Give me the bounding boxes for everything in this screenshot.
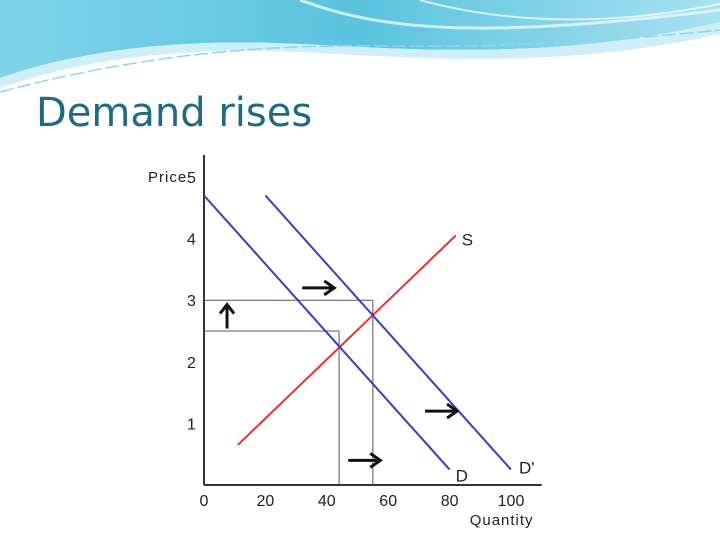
y-tick-label: 1 [187,416,196,433]
x-tick-label: 80 [441,493,459,510]
y-tick-label: 2 [187,355,196,372]
demand-curve-d-prime [264,194,512,471]
x-tick-label: 100 [498,493,525,510]
demand-curve-label: D [456,467,468,486]
x-axis-title: Quantity [470,512,534,529]
y-axis-title: Price [148,169,187,186]
x-tick-label: 0 [200,493,209,510]
shift-right-arrow-icon [348,452,383,469]
demand-curve-d [203,194,451,471]
x-tick-label: 40 [318,493,336,510]
header-banner [0,0,720,93]
price-up-arrow-icon [218,302,236,329]
y-tick-label: 3 [187,293,196,310]
supply-demand-chart: Price Quantity 1 2 3 4 5 0 20 40 60 80 100 S D D' [148,155,542,529]
chart-panel [114,155,557,538]
x-tick-label: 60 [379,493,397,510]
y-tick-label: 5 [187,170,196,187]
shift-right-arrow-icon [425,402,460,420]
x-tick-label: 20 [257,493,275,510]
supply-curve-s [237,234,457,446]
y-tick-label: 4 [187,232,196,249]
slide-title: Demand rises [36,90,313,136]
demand-curve-prime-label: D' [519,459,535,478]
supply-curve-label: S [462,231,473,250]
shift-right-arrow-icon [302,279,337,297]
